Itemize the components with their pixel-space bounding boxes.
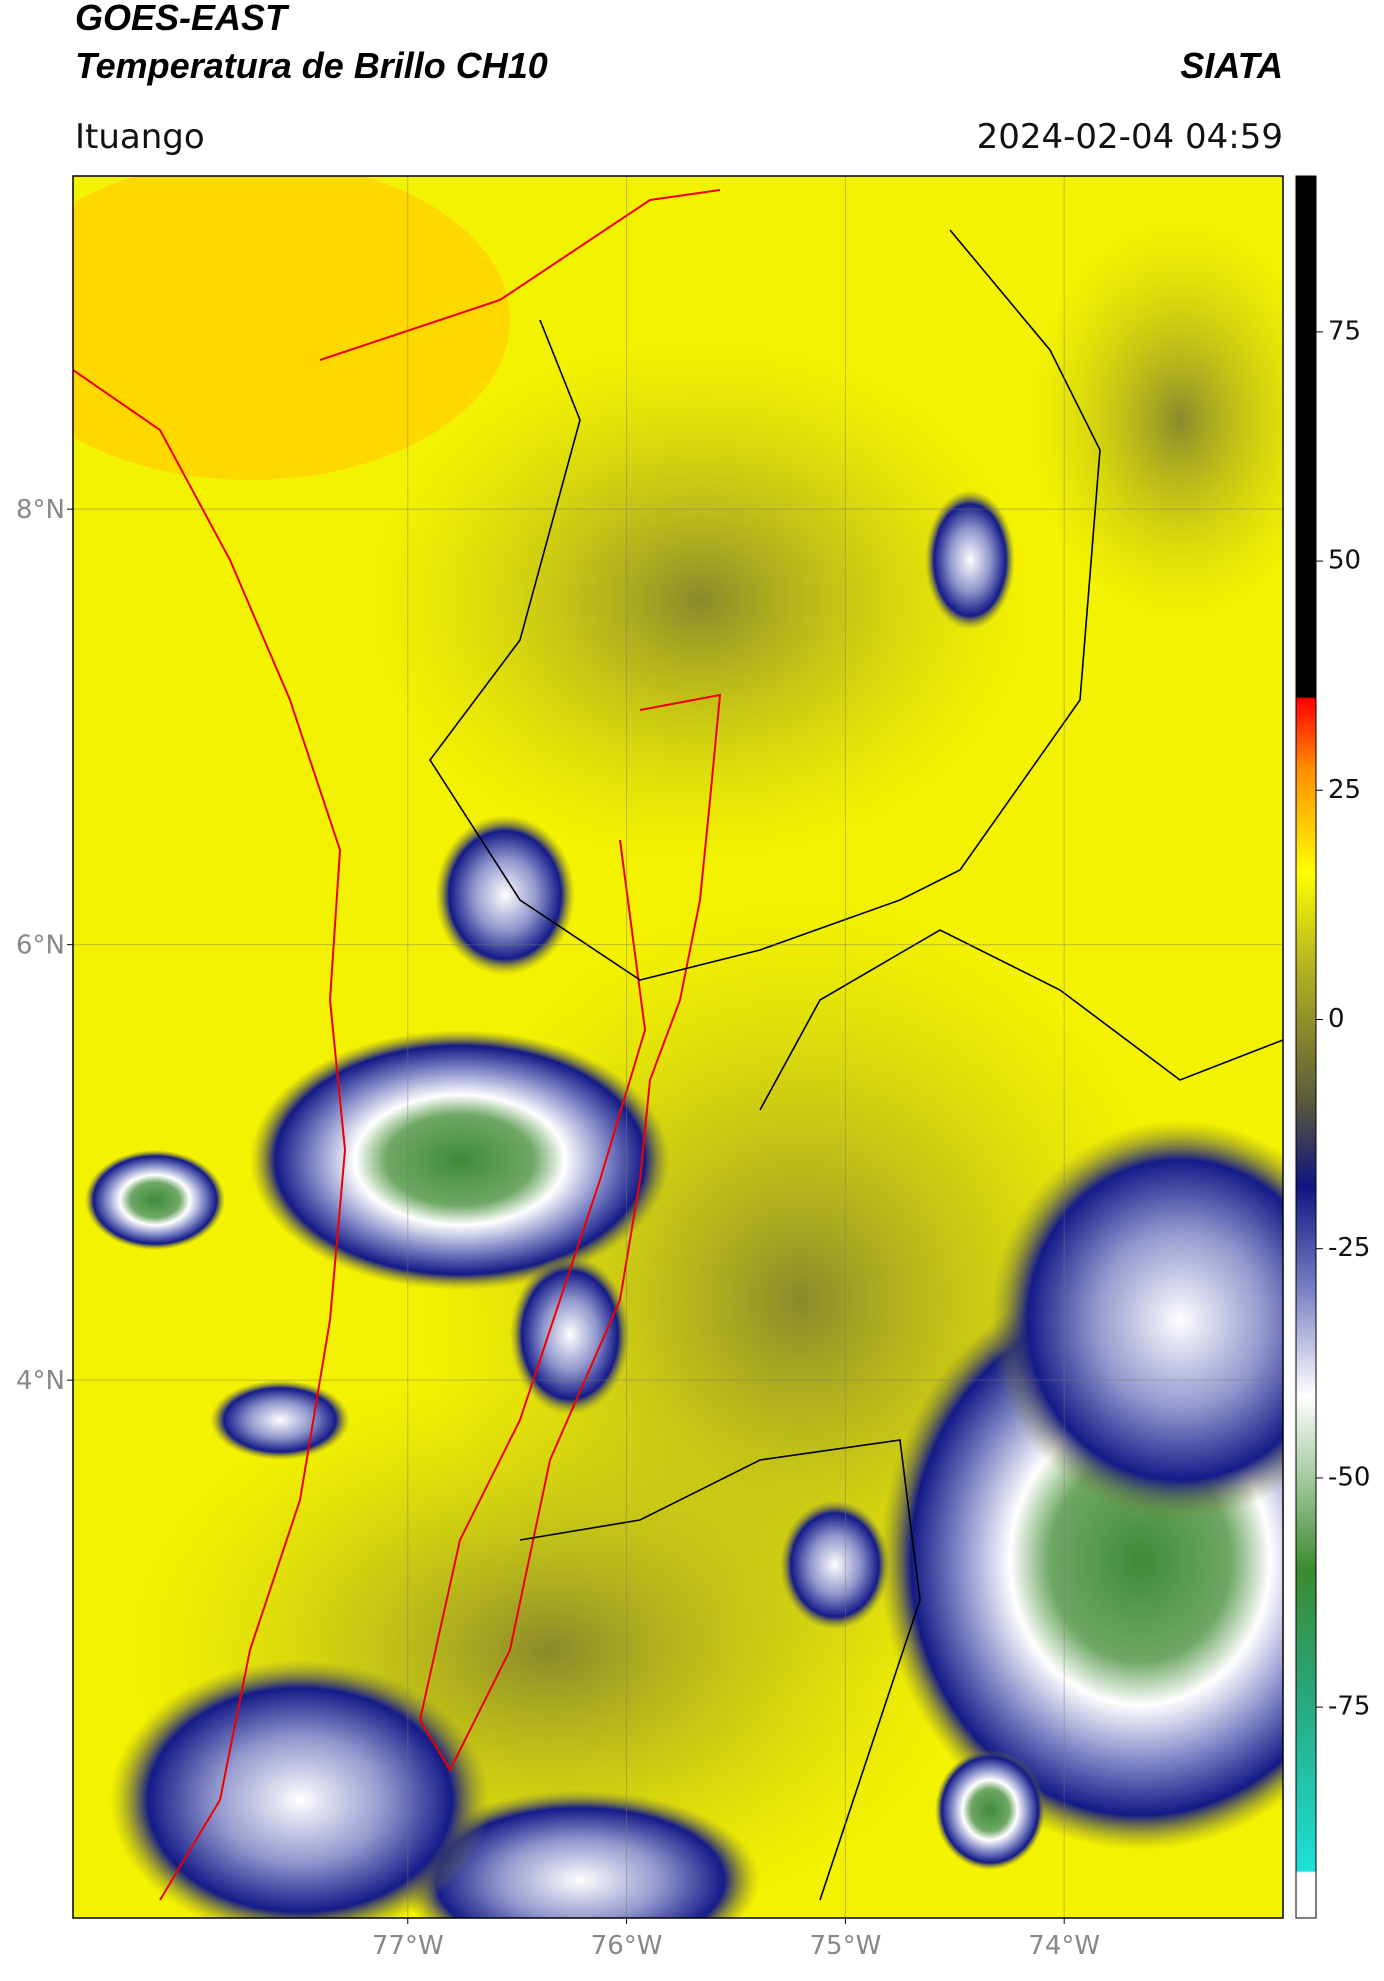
title: GOES-EAST (75, 0, 290, 38)
coastline (319, 189, 721, 361)
storm-cell (110, 1660, 490, 1918)
storm-cell (210, 1380, 350, 1460)
grid (73, 176, 1283, 1918)
storm-cell (435, 815, 575, 975)
coastline (73, 369, 347, 1901)
storm-cell (925, 490, 1015, 630)
admin-border (519, 1439, 921, 1901)
colorbar-tick-label: -75 (1328, 1692, 1370, 1722)
lon-tick-label: 77°W (372, 1931, 444, 1961)
admin-border (759, 929, 1283, 1111)
lat-tick-label: 4°N (16, 1366, 65, 1396)
agency: SIATA (1180, 45, 1283, 86)
storm-cell (250, 1030, 670, 1290)
lon-tick-label: 75°W (809, 1931, 881, 1961)
subtitle: Temperatura de Brillo CH10 (75, 45, 548, 86)
colorbar-tick-label: 75 (1328, 316, 1361, 346)
storm-cell (935, 1750, 1045, 1870)
study-basin (418, 693, 722, 1773)
storm-cell (510, 1255, 630, 1415)
storm-cell (85, 1150, 225, 1250)
colorbar-tick-label: 0 (1328, 1004, 1345, 1034)
storm-cell (780, 1500, 890, 1630)
colorbar-tick-label: -50 (1328, 1462, 1370, 1492)
location: Ituango (75, 117, 205, 157)
storm-cell (400, 1790, 760, 1918)
storm-cell (990, 1120, 1283, 1520)
timestamp: 2024-02-04 04:59 (977, 117, 1283, 157)
map-frame (72, 175, 1284, 1919)
warm-area (73, 176, 510, 480)
lat-tick-label: 6°N (16, 931, 65, 961)
colorbar-tick-label: -25 (1328, 1233, 1370, 1263)
lon-tick-label: 76°W (591, 1931, 663, 1961)
cloud-field (1030, 220, 1283, 620)
colorbar-tick-label: 50 (1328, 546, 1361, 576)
admin-border (429, 229, 1101, 981)
lon-tick-label: 74°W (1028, 1931, 1100, 1961)
colorbar (1295, 175, 1317, 1919)
map-image (73, 176, 1283, 1918)
lat-tick-label: 8°N (16, 495, 65, 525)
colorbar-tick-label: 25 (1328, 775, 1361, 805)
cloud-field (370, 340, 1030, 860)
